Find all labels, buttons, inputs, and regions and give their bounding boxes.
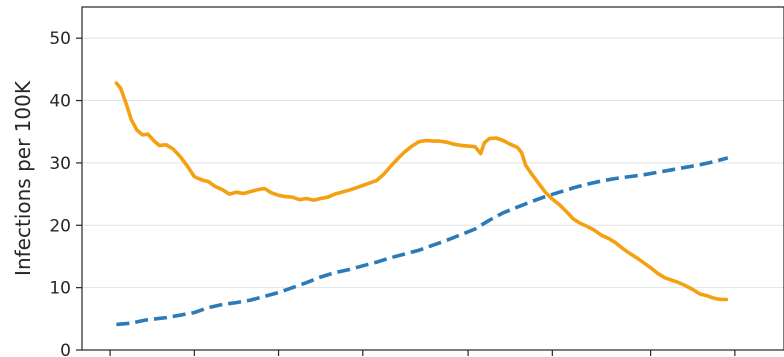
y-tick-label: 30 [49,154,71,174]
plot-frame [81,6,784,351]
y-tick-label: 50 [49,29,71,49]
y-tick-label: 10 [49,279,71,299]
y-tick-label: 20 [49,216,71,236]
y-tick-label: 40 [49,92,71,112]
series-lines [114,81,729,327]
y-axis-ticks: 0 10 20 30 40 50 [49,29,82,357]
y-tick-label: 0 [60,341,71,357]
series-line-1 [114,81,729,302]
y-axis-label: Infections per 100K [11,80,35,276]
x-axis-ticks [109,350,736,356]
y-gridlines [82,37,784,289]
series-line-2 [116,156,729,327]
